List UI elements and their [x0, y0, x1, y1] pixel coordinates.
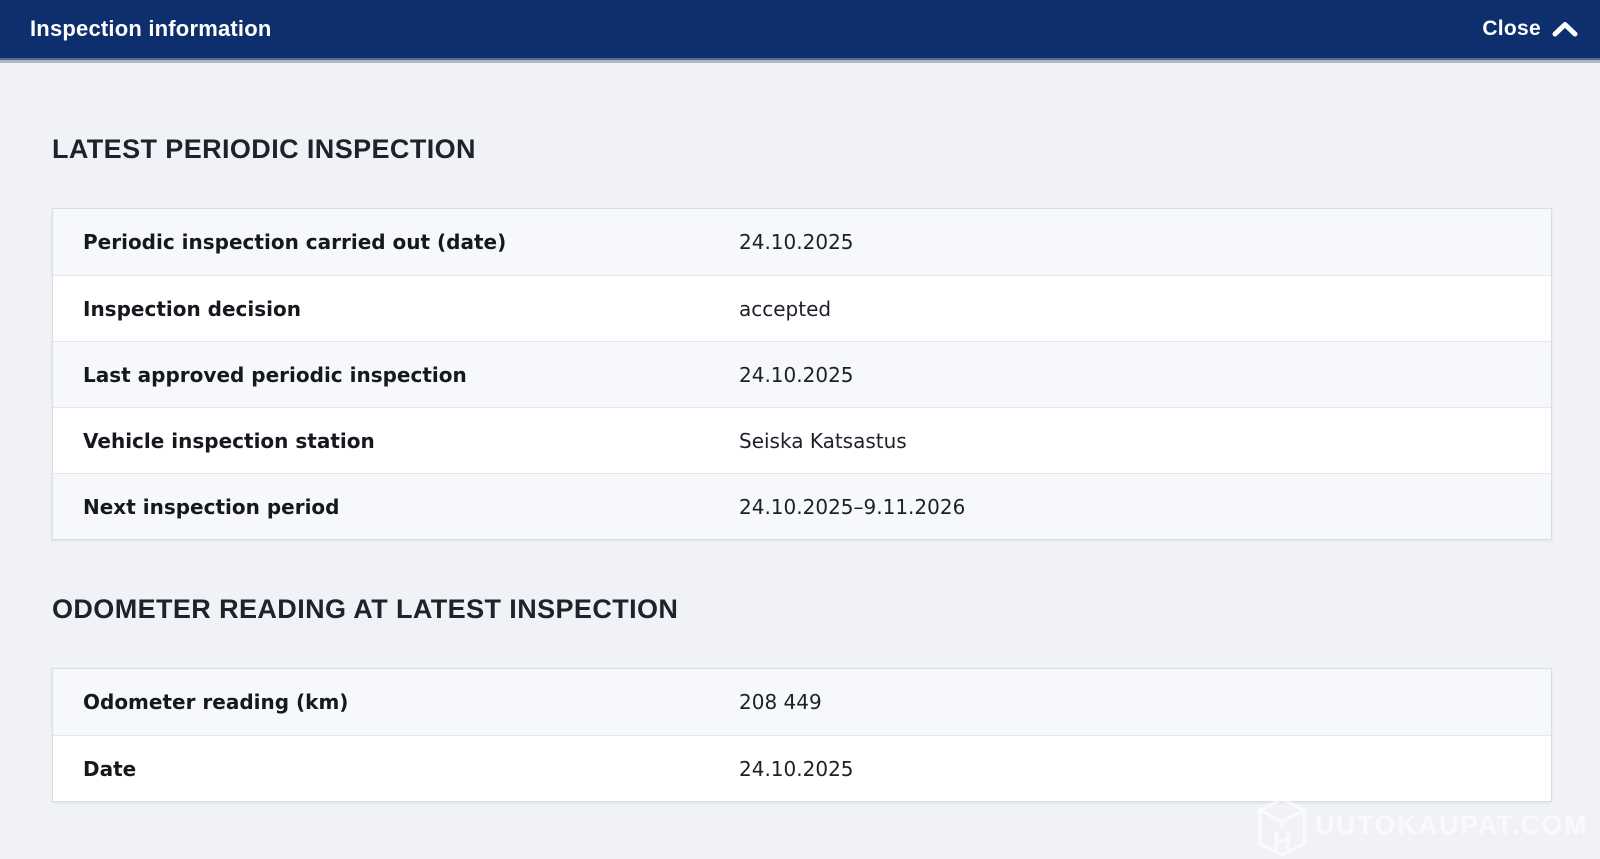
watermark-text: UUTOKAUPAT.COM: [1315, 809, 1588, 840]
row-value: 24.10.2025–9.11.2026: [739, 494, 966, 519]
odometer-table: Odometer reading (km) 208 449 Date 24.10…: [52, 668, 1552, 802]
latest-inspection-table: Periodic inspection carried out (date) 2…: [52, 208, 1552, 540]
row-label: Vehicle inspection station: [83, 428, 375, 453]
header-divider-light: [0, 60, 1600, 63]
section-odometer-reading: ODOMETER READING AT LATEST INSPECTION Od…: [52, 596, 1552, 802]
header-divider-dark: [0, 58, 1600, 60]
row-value: accepted: [739, 296, 832, 321]
row-value: 24.10.2025: [739, 230, 854, 254]
row-label: Odometer reading (km): [83, 690, 349, 714]
row-label: Date: [83, 756, 137, 781]
row-value: Seiska Katsastus: [739, 428, 907, 453]
panel-title: Inspection information: [30, 16, 272, 41]
inspection-panel-content: LATEST PERIODIC INSPECTION Periodic insp…: [0, 136, 1600, 802]
section-latest-periodic-inspection: LATEST PERIODIC INSPECTION Periodic insp…: [52, 136, 1552, 540]
section-heading-latest-inspection: LATEST PERIODIC INSPECTION: [52, 134, 476, 164]
row-value: 24.10.2025: [739, 362, 854, 387]
row-label: Last approved periodic inspection: [83, 362, 467, 387]
row-label: Periodic inspection carried out (date): [83, 230, 507, 254]
row-value: 208 449: [739, 690, 822, 714]
chevron-up-icon: [1552, 22, 1578, 37]
close-button[interactable]: Close: [1482, 17, 1578, 41]
panel-header: Inspection information Close: [0, 0, 1600, 58]
huutokaupat-cube-logo-icon: H: [1258, 797, 1306, 857]
table-row: Inspection decision accepted: [53, 275, 1551, 341]
section-heading-odometer: ODOMETER READING AT LATEST INSPECTION: [52, 594, 679, 624]
row-value: 24.10.2025: [739, 756, 854, 781]
close-button-label: Close: [1482, 17, 1541, 40]
row-label: Next inspection period: [83, 494, 340, 519]
table-row: Vehicle inspection station Seiska Katsas…: [53, 407, 1551, 473]
row-label: Inspection decision: [83, 296, 302, 321]
table-row: Last approved periodic inspection 24.10.…: [53, 341, 1551, 407]
watermark: H UUTOKAUPAT.COM: [1256, 797, 1588, 857]
table-row: Periodic inspection carried out (date) 2…: [53, 209, 1551, 275]
table-row: Odometer reading (km) 208 449: [53, 669, 1551, 735]
table-row: Date 24.10.2025: [53, 735, 1551, 801]
table-row: Next inspection period 24.10.2025–9.11.2…: [53, 473, 1551, 539]
watermark-logo-letter: H: [1273, 825, 1292, 855]
